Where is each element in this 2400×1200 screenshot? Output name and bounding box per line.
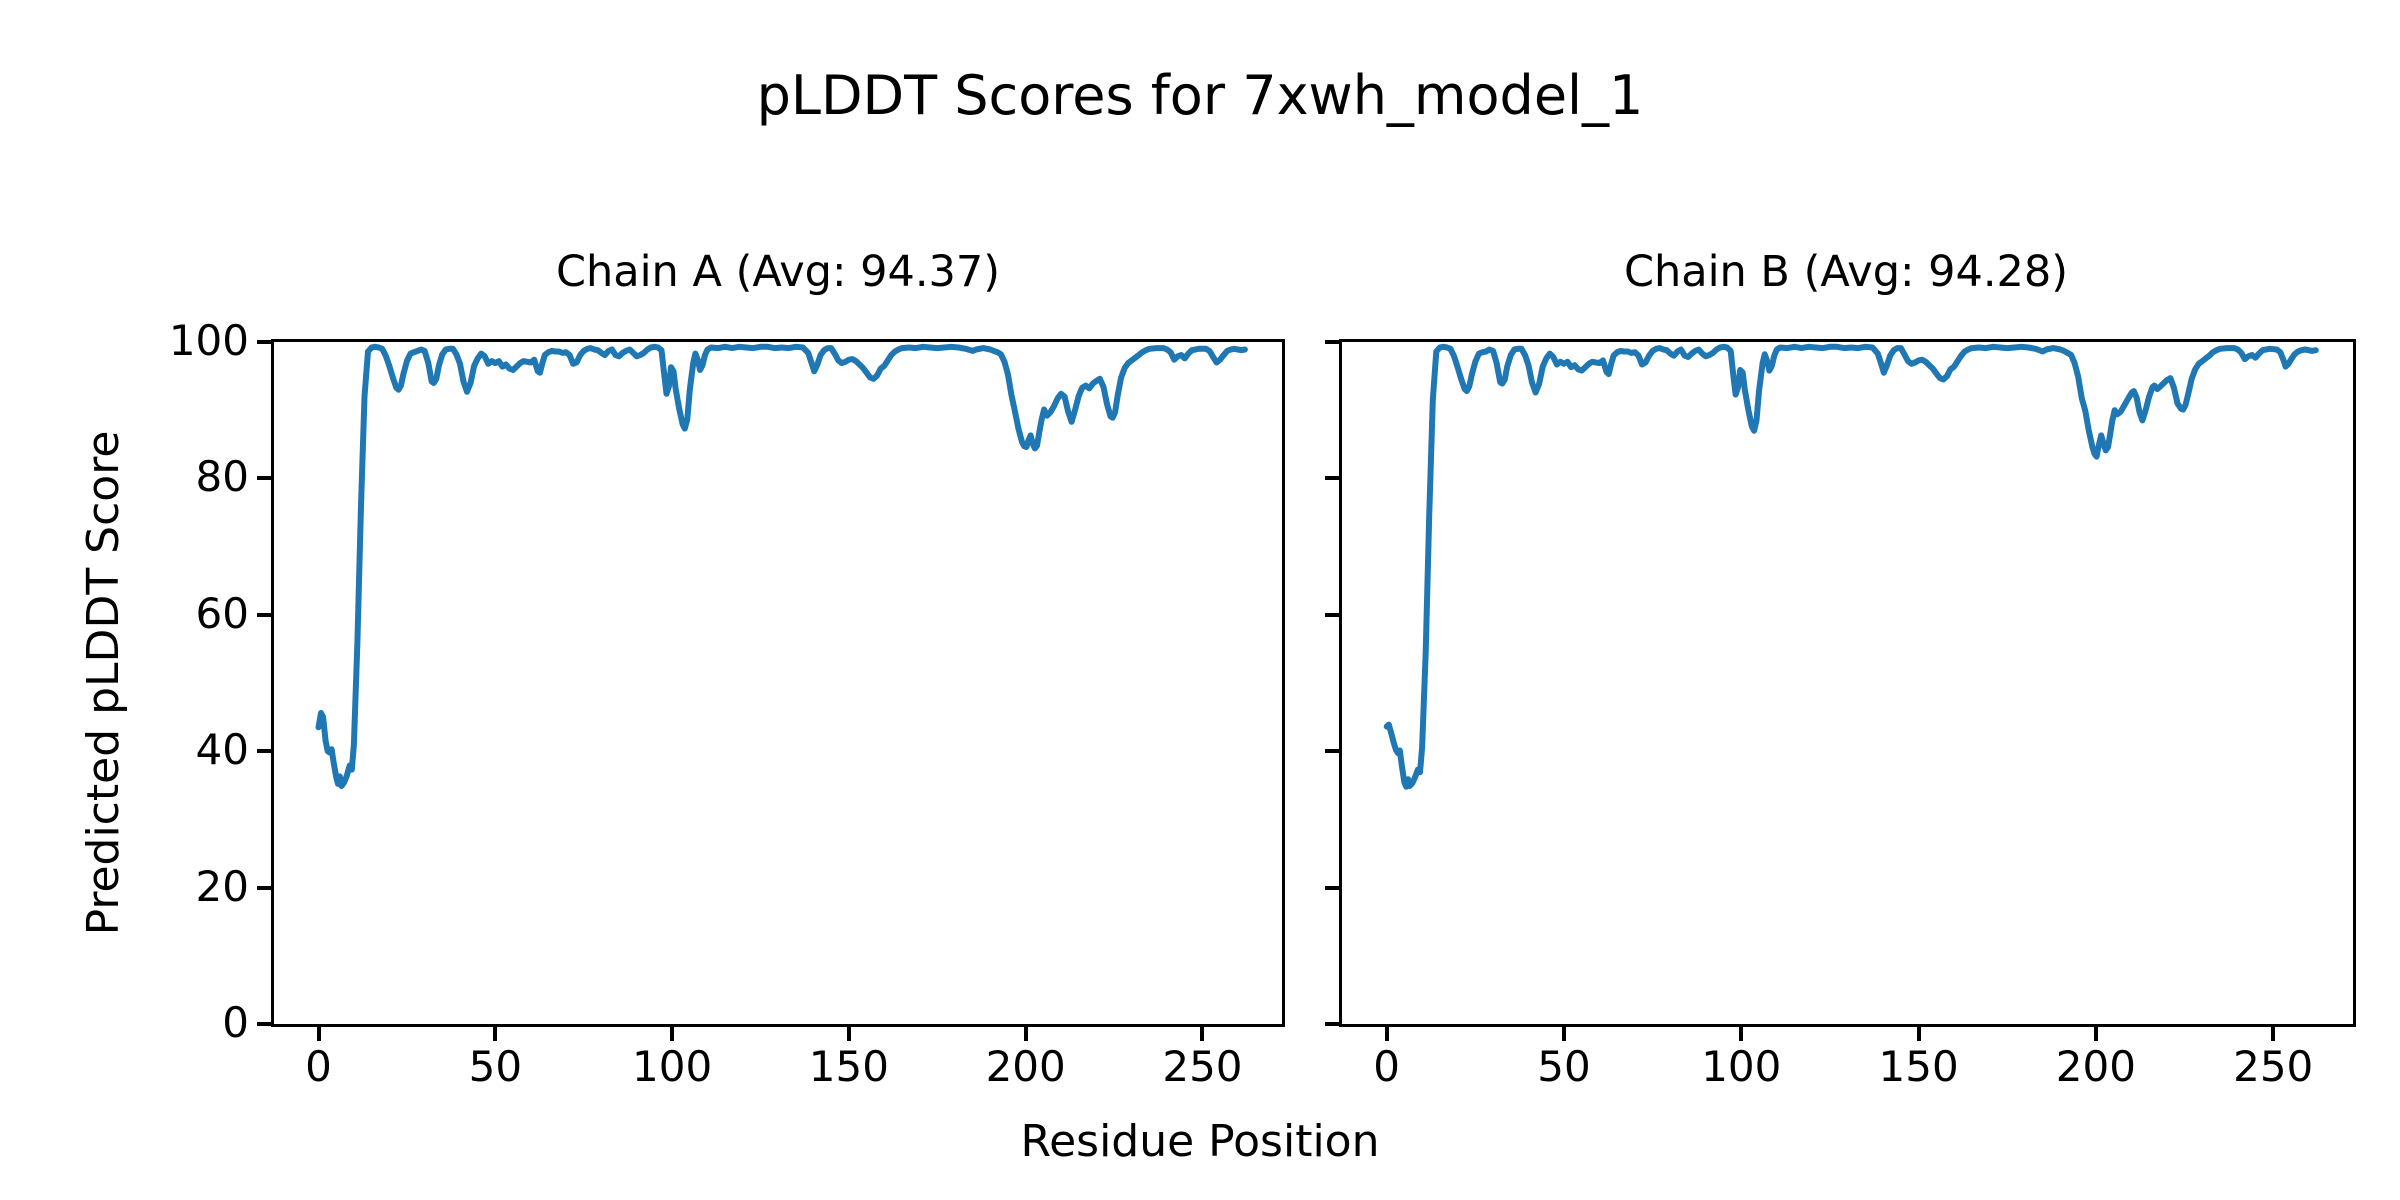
y-tick-mark <box>1325 476 1339 481</box>
y-axis-label: Predicted pLDDT Score <box>78 430 129 936</box>
y-tick-mark <box>1325 749 1339 754</box>
chart-a-canvas <box>315 343 1248 789</box>
x-tick-label: 100 <box>632 1042 713 1091</box>
y-tick-mark <box>1325 340 1339 344</box>
x-axis-label: Residue Position <box>1020 1116 1380 1167</box>
y-tick-mark <box>257 1022 271 1026</box>
x-tick-label: 200 <box>985 1042 1066 1091</box>
y-tick-mark <box>257 749 271 754</box>
y-tick-label: 0 <box>222 998 249 1047</box>
x-tick-mark <box>670 1027 675 1041</box>
x-tick-mark <box>2093 1027 2098 1041</box>
chart-a-plot-area: 0 50 100 150 200 250 0 20 40 60 80 100 <box>169 316 1285 1090</box>
y-tick-label: 60 <box>195 588 249 638</box>
x-tick-label: 0 <box>1373 1042 1401 1091</box>
x-tick-mark <box>2271 1027 2276 1041</box>
y-tick-mark <box>257 885 271 890</box>
y-tick-label: 80 <box>195 452 249 502</box>
chart-b-canvas <box>1383 343 2319 790</box>
y-tick-mark <box>257 612 271 617</box>
x-tick-mark <box>1916 1027 1921 1041</box>
y-tick-label: 40 <box>195 725 249 775</box>
x-tick-mark <box>1200 1027 1205 1041</box>
x-tick-mark <box>316 1027 321 1041</box>
chart-b-title: Chain B (Avg: 94.28) <box>1623 247 2069 297</box>
x-tick-mark <box>1023 1027 1028 1041</box>
x-tick-label: 250 <box>1162 1042 1243 1091</box>
chart-a-title: Chain A (Avg: 94.37) <box>555 247 1001 297</box>
x-tick-mark <box>1384 1027 1389 1041</box>
plddt-line-chain-b <box>1383 343 2319 790</box>
x-tick-label: 150 <box>808 1042 889 1091</box>
x-tick-mark <box>846 1027 851 1041</box>
x-tick-label: 50 <box>1537 1042 1591 1091</box>
x-tick-label: 250 <box>2233 1042 2314 1091</box>
y-tick-mark <box>257 476 271 481</box>
x-tick-mark <box>493 1027 498 1041</box>
x-tick-mark <box>1739 1027 1744 1041</box>
y-tick-label: 100 <box>168 316 249 365</box>
x-tick-mark <box>1561 1027 1566 1041</box>
y-tick-mark <box>257 340 271 344</box>
y-tick-mark <box>1325 1022 1339 1026</box>
x-tick-label: 50 <box>468 1042 523 1091</box>
figure-suptitle: pLDDT Scores for 7xwh_model_1 <box>756 64 1644 127</box>
y-tick-mark <box>1325 612 1339 617</box>
y-tick-mark <box>1325 885 1339 890</box>
x-tick-label: 150 <box>1878 1042 1959 1091</box>
x-tick-label: 100 <box>1701 1042 1782 1091</box>
plddt-line-chain-a <box>315 343 1248 789</box>
x-tick-label: 200 <box>2055 1042 2136 1091</box>
chart-b-plot-area: 0 50 100 150 200 250 <box>1325 339 2356 1090</box>
y-tick-label: 20 <box>195 861 249 911</box>
x-tick-label: 0 <box>305 1042 332 1091</box>
